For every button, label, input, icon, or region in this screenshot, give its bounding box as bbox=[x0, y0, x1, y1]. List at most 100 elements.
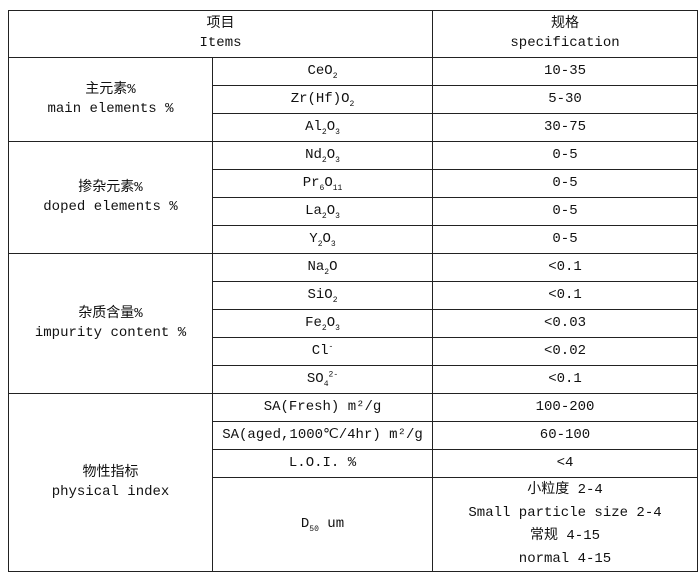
item-text: 2 bbox=[324, 267, 330, 277]
table-row: La2O3 0-5 bbox=[9, 197, 699, 226]
item-text: 2- bbox=[328, 370, 339, 380]
spec-cell: 30-75 bbox=[432, 113, 699, 142]
item-text: La bbox=[305, 203, 322, 219]
item-text: SA(aged,1000℃/4hr) m²/g bbox=[222, 427, 423, 443]
spec-cell: 10-35 bbox=[432, 57, 699, 86]
group-cell: 杂质含量% impurity content % bbox=[8, 253, 213, 394]
header-row: 项目 Items 规格 specification bbox=[7, 10, 699, 58]
spec-cell: 0-5 bbox=[432, 169, 699, 198]
table-row: 掺杂元素% doped elements % Nd2O3 0-5 bbox=[8, 141, 699, 254]
item-text: Cl bbox=[311, 343, 329, 359]
table-row: 主元素% main elements % CeO2 10-35 bbox=[8, 57, 699, 142]
item-text: CeO bbox=[307, 63, 333, 79]
spec-cell: 0-5 bbox=[432, 141, 699, 170]
items-header-en: Items bbox=[199, 35, 242, 51]
item-text: 2 bbox=[321, 211, 327, 221]
group-label-cn: 主元素% bbox=[85, 81, 136, 98]
table-row: Cl- <0.02 bbox=[9, 337, 699, 366]
item-text: 4 bbox=[323, 379, 329, 389]
item-text: Zr(Hf)O bbox=[290, 91, 350, 107]
item-text: 2 bbox=[321, 323, 327, 333]
spec-line: normal 4-15 bbox=[518, 550, 612, 567]
item-text: 2 bbox=[321, 155, 327, 165]
spec-cell: <4 bbox=[432, 449, 699, 478]
item-text: O bbox=[322, 231, 331, 247]
table-row: Y2O3 0-5 bbox=[9, 225, 699, 254]
table-row: 杂质含量% impurity content % Na2O <0.1 bbox=[8, 253, 699, 394]
table-row: SiO2 <0.1 bbox=[9, 281, 699, 310]
item-text: Fe bbox=[305, 315, 322, 331]
item-cell: SA(aged,1000℃/4hr) m²/g bbox=[211, 421, 434, 450]
spec-table: 项目 Items 规格 specification 主元素% main eleme… bbox=[7, 10, 699, 572]
spec-value: 5-30 bbox=[548, 91, 582, 107]
group-label-en: impurity content % bbox=[34, 324, 187, 341]
group-label-cn: 物性指标 bbox=[82, 464, 139, 481]
item-text: O bbox=[329, 259, 338, 275]
item-text: Na bbox=[307, 259, 325, 275]
item-cell: D50 um bbox=[211, 477, 434, 572]
item-text: Al bbox=[305, 119, 322, 135]
item-text: 3 bbox=[330, 239, 336, 249]
group-label-en: physical index bbox=[51, 483, 170, 500]
spec-value: <4 bbox=[556, 455, 574, 471]
spec-cell: 100-200 bbox=[432, 393, 699, 422]
spec-cell: 小粒度 2-4 Small particle size 2-4 常规 4-15 nor… bbox=[432, 477, 699, 572]
item-cell: Nd2O3 bbox=[211, 141, 434, 170]
item-text: SO bbox=[306, 371, 324, 387]
spec-line: 常规 4-15 bbox=[530, 527, 601, 544]
item-cell: SA(Fresh) m²/g bbox=[211, 393, 434, 422]
item-cell: SO42- bbox=[211, 365, 434, 394]
table-row: L.O.I. % <4 bbox=[9, 449, 699, 478]
spec-cell: 5-30 bbox=[432, 85, 699, 114]
item-text: um bbox=[318, 516, 345, 532]
spec-value: 0-5 bbox=[552, 147, 578, 163]
item-cell: Fe2O3 bbox=[211, 309, 434, 338]
table-row: Zr(Hf)O2 5-30 bbox=[9, 85, 699, 114]
item-cell: Al2O3 bbox=[211, 113, 434, 142]
table-row: SA(aged,1000℃/4hr) m²/g 60-100 bbox=[9, 421, 699, 450]
spec-value: 0-5 bbox=[552, 175, 578, 191]
spec-cell: 60-100 bbox=[432, 421, 699, 450]
item-cell: Pr6O11 bbox=[211, 169, 434, 198]
group-cell: 物性指标 physical index bbox=[8, 393, 213, 572]
spec-value: 60-100 bbox=[539, 427, 591, 443]
item-cell: Cl- bbox=[211, 337, 434, 366]
item-text: O bbox=[324, 175, 333, 191]
spec-cell: 0-5 bbox=[432, 225, 699, 254]
spec-cell: <0.1 bbox=[432, 281, 699, 310]
item-cell: L.O.I. % bbox=[211, 449, 434, 478]
table-row: 物性指标 physical index SA(Fresh) m²/g 100-200 bbox=[8, 393, 699, 572]
item-text: Nd bbox=[305, 147, 322, 163]
spec-value: <0.1 bbox=[548, 287, 582, 303]
table-row: Al2O3 30-75 bbox=[9, 113, 699, 142]
group-label-cn: 掺杂元素% bbox=[78, 179, 143, 196]
spec-cell: <0.02 bbox=[432, 337, 699, 366]
item-cell: Y2O3 bbox=[211, 225, 434, 254]
spec-cell: <0.1 bbox=[432, 365, 699, 394]
group-label-cn: 杂质含量% bbox=[78, 305, 143, 322]
item-text: 2 bbox=[317, 239, 323, 249]
item-text: 3 bbox=[335, 211, 340, 221]
item-text: L.O.I. % bbox=[288, 455, 357, 471]
spec-cell: 0-5 bbox=[432, 197, 699, 226]
item-text: SA(Fresh) m²/g bbox=[263, 399, 382, 415]
spec-value: <0.1 bbox=[548, 259, 582, 275]
items-header: 项目 Items bbox=[7, 10, 434, 58]
item-cell: CeO2 bbox=[211, 57, 434, 86]
spec-header: 规格 specification bbox=[432, 10, 699, 58]
spec-header-cn: 规格 bbox=[551, 16, 580, 32]
spec-value: 0-5 bbox=[552, 203, 578, 219]
item-cell: SiO2 bbox=[211, 281, 434, 310]
spec-value: <0.1 bbox=[548, 371, 582, 387]
item-text: 50 bbox=[309, 524, 319, 534]
spec-value: <0.02 bbox=[544, 343, 587, 359]
spec-value: 0-5 bbox=[552, 231, 578, 247]
item-text: SiO bbox=[307, 287, 333, 303]
spec-value: 100-200 bbox=[535, 399, 595, 415]
item-text: O bbox=[326, 147, 336, 163]
item-text: 2 bbox=[349, 99, 355, 109]
group-label-en: doped elements % bbox=[43, 198, 178, 215]
spec-value: 10-35 bbox=[544, 63, 587, 79]
item-cell: La2O3 bbox=[211, 197, 434, 226]
spec-line: Small particle size 2-4 bbox=[468, 504, 662, 521]
